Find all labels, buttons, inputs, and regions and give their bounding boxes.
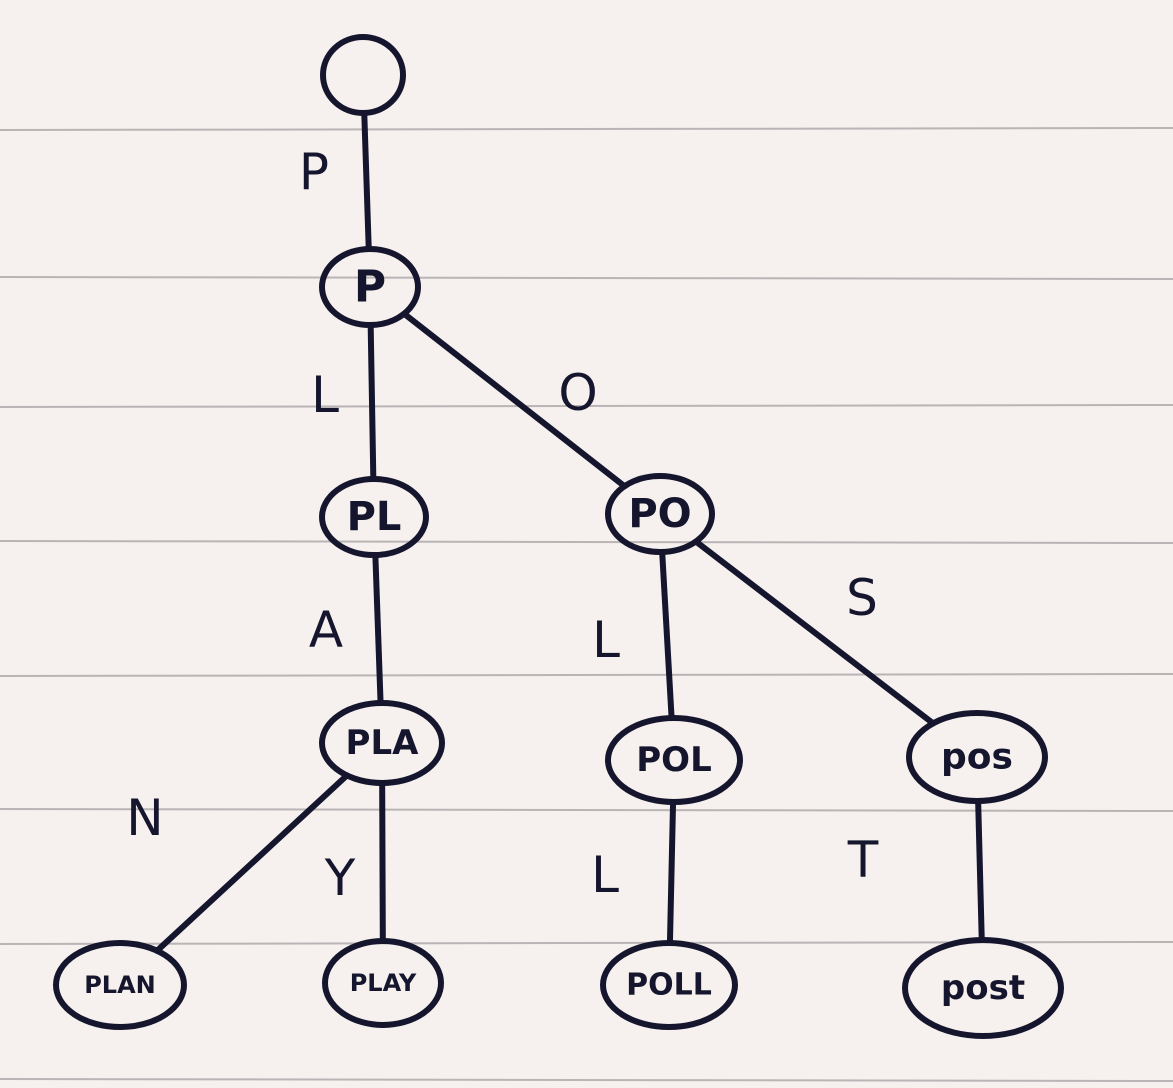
- node-label: PL: [347, 494, 402, 540]
- node-circle: [600, 940, 738, 1030]
- edge-label-pol-poll: L: [591, 846, 619, 904]
- ruled-line: [0, 127, 1173, 131]
- edge-po-pol: [659, 548, 675, 722]
- ruled-line: [0, 404, 1173, 408]
- node-pl: PL: [319, 476, 429, 558]
- ruled-lines: [0, 127, 1173, 1082]
- node-circle: [605, 473, 715, 555]
- edge-label-pla-plan: N: [126, 789, 163, 847]
- edge-p-po: [401, 310, 628, 490]
- node-label: POLL: [626, 968, 712, 1003]
- node-p: P: [319, 246, 421, 328]
- edge-label-po-pos: S: [846, 569, 878, 627]
- ruled-line: [0, 808, 1173, 812]
- edge-label-pla-play: Y: [324, 849, 356, 907]
- edge-label-p-pl: L: [311, 366, 339, 424]
- edge-label-root-p: P: [299, 143, 329, 201]
- node-pos: pos: [906, 710, 1048, 804]
- node-pol: POL: [605, 715, 743, 805]
- node-label: PLAN: [84, 971, 156, 999]
- edge-p-pl: [367, 321, 377, 483]
- node-circle: [319, 476, 429, 558]
- ruled-line: [0, 540, 1173, 544]
- node-label: POL: [636, 740, 712, 780]
- node-label: PO: [628, 491, 691, 537]
- node-root: [320, 34, 406, 116]
- node-circle: [319, 246, 421, 328]
- edge-root-p: [361, 109, 372, 253]
- node-circle: [53, 940, 187, 1030]
- node-label: PLA: [346, 723, 420, 763]
- edge-po-pos: [692, 538, 937, 727]
- node-label: post: [941, 968, 1025, 1008]
- node-circle: [322, 938, 444, 1028]
- node-po: PO: [605, 473, 715, 555]
- node-pla: PLA: [319, 700, 445, 786]
- edge-label-po-pol: L: [592, 611, 620, 669]
- edge-pla-plan: [154, 772, 350, 954]
- edges: [154, 109, 985, 954]
- ruled-line: [0, 673, 1173, 677]
- ruled-line: [0, 276, 1173, 280]
- node-play: PLAY: [322, 938, 444, 1028]
- node-post: post: [902, 937, 1064, 1039]
- edge-pos-post: [975, 797, 985, 944]
- edge-pl-pla: [372, 551, 384, 707]
- ruled-line: [0, 1078, 1173, 1082]
- node-poll: POLL: [600, 940, 738, 1030]
- node-label: P: [354, 262, 386, 313]
- node-label: pos: [941, 737, 1013, 778]
- node-circle: [902, 937, 1064, 1039]
- node-circle: [906, 710, 1048, 804]
- node-circle: [320, 34, 406, 116]
- edge-label-pl-pla: A: [309, 601, 343, 659]
- node-plan: PLAN: [53, 940, 187, 1030]
- node-circle: [605, 715, 743, 805]
- edge-pol-poll: [666, 798, 677, 947]
- edge-pla-play: [379, 779, 386, 945]
- edge-label-p-po: O: [558, 364, 597, 422]
- node-circle: [319, 700, 445, 786]
- edge-label-pos-post: T: [847, 831, 879, 889]
- node-label: PLAY: [350, 969, 417, 997]
